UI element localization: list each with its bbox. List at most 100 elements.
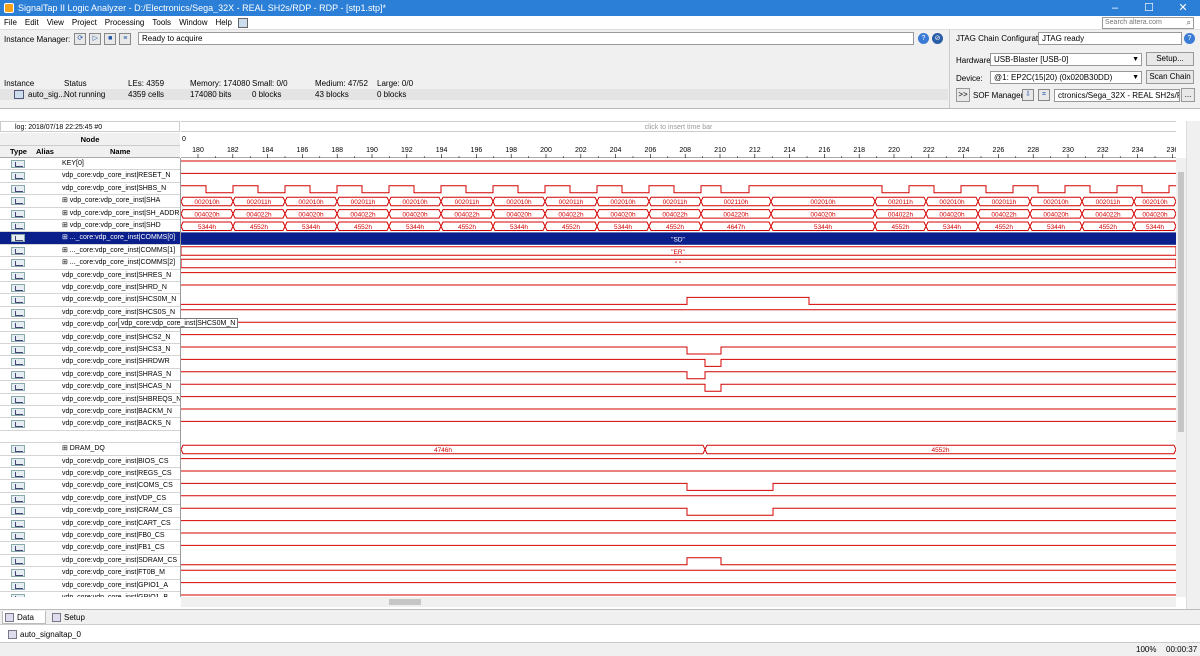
instance-row[interactable]: auto_sig... Not running 4359 cells 17408… [0,89,948,100]
scan-chain-button[interactable]: Scan Chain [1146,70,1194,84]
bus-signal-row[interactable]: ⊞ DRAM_DQ [0,443,180,456]
device-select[interactable]: @1: EP2C(15|20) (0x020B30DD) ▼ [990,71,1142,84]
bus-signal-row[interactable]: ⊞ ..._core:vdp_core_inst|COMMS[0] [0,232,180,245]
menu-view[interactable]: View [46,18,64,27]
signal-row[interactable] [0,430,180,444]
jtag-help-icon[interactable]: ? [1184,33,1195,44]
signal-row[interactable]: KEY[0] [0,158,180,171]
signal-row[interactable]: vdp_core:vdp_core_inst|SHBREQS_N [0,393,180,406]
menu-tools[interactable]: Tools [152,18,172,27]
shd-bus-segment [440,221,494,231]
setup-tab-icon [52,613,61,622]
shd-bus-segment [336,221,390,231]
tab-data[interactable]: Data [2,611,46,624]
sh-addr-bus-segment [648,209,702,219]
sof-path-field[interactable]: ctronics/Sega_32X - REAL SH2s/RDP.sof [1054,89,1180,102]
menu-project[interactable]: Project [71,18,97,27]
close-button[interactable]: ✕ [1178,2,1188,14]
sh-addr-bus-segment [492,209,546,219]
ruler-tick-label: 222 [923,147,935,154]
signal-row[interactable]: vdp_core:vdp_core_inst|REGS_CS [0,468,180,481]
signal-row[interactable]: vdp_core:vdp_core_inst|SHBS_N [0,182,180,196]
shrdwr-trace [181,358,1176,367]
stop-analysis-icon[interactable]: ■ [104,33,117,45]
sha-bus-value: 002011h [455,199,480,206]
read-data-icon[interactable]: ≡ [119,33,132,45]
help-icon[interactable]: ? [918,33,929,44]
menu-edit[interactable]: Edit [24,18,39,27]
signal-row[interactable]: vdp_core:vdp_core_inst|SDRAM_CS [0,554,180,568]
signal-row[interactable]: vdp_core:vdp_core_inst|SHCS2_N [0,331,180,344]
program-device-icon[interactable]: ⇩ [1022,89,1034,101]
sof-expand-button[interactable]: >> [956,88,970,102]
minimize-button[interactable]: – [1111,2,1119,14]
bus-signal-row[interactable]: ⊞ vdp_core:vdp_core_inst|SHD [0,220,180,233]
autorun-icon[interactable]: ⟳ [74,33,87,45]
help-topics-icon[interactable] [237,17,248,28]
attach-icon[interactable]: ⌗ [1038,89,1050,101]
ruler-tick-label: 220 [888,147,900,154]
comms0-selected-row [181,232,1176,245]
signal-row[interactable]: vdp_core:vdp_core_inst|FT0B_M [0,567,180,580]
bus-signal-row[interactable]: ⊞ vdp_core:vdp_core_inst|SH_ADDR [0,207,180,220]
waveform-hscroll[interactable] [181,597,1176,607]
status-bar: 100% 00:00:37 [0,642,1200,656]
wire-type-icon [11,296,25,305]
signal-row[interactable]: vdp_core:vdp_core_inst|SHRD_N [0,282,180,295]
info-icon[interactable]: ⊘ [932,33,943,44]
menu-file[interactable]: File [4,18,17,27]
signal-name: vdp_core:vdp_core_inst|VDP_CS [62,494,167,502]
signal-row[interactable]: vdp_core:vdp_core_inst|SHRES_N [0,269,180,282]
sh-addr-bus-segment [770,209,876,219]
bus-signal-row[interactable]: ⊞ ..._core:vdp_core_inst|COMMS[2] [0,257,180,270]
signal-row[interactable]: vdp_core:vdp_core_inst|RESET_N [0,170,180,183]
signal-name: ⊞ vdp_core:vdp_core_inst|SH_ADDR [62,209,180,217]
waveform-vscroll[interactable] [1176,158,1186,597]
signal-row[interactable]: vdp_core:vdp_core_inst|FB0_CS [0,530,180,543]
insert-time-bar[interactable]: click to insert time bar [181,121,1176,132]
signal-row[interactable]: vdp_core:vdp_core_inst|BIOS_CS [0,455,180,468]
hardware-select[interactable]: USB-Blaster [USB-0] ▼ [990,53,1142,66]
signal-row[interactable]: vdp_core:vdp_core_inst|GPIO1_A [0,579,180,592]
signal-row[interactable]: vdp_core:vdp_core_inst|CART_CS [0,517,180,530]
file-tab-auto-signaltap[interactable]: auto_signaltap_0 [6,628,86,641]
menu-processing[interactable]: Processing [104,18,145,27]
ruler-tick-label: 218 [853,147,865,154]
signal-name: vdp_core:vdp_core_inst|GPIO1_A [62,581,169,589]
tab-setup[interactable]: Setup [50,611,96,624]
bus-signal-row[interactable]: ⊞ vdp_core:vdp_core_inst|SHA [0,195,180,208]
time-ruler[interactable]: 0 180 182 184 186 188 190 192 194 196 198 200 202 204… [181,133,1191,158]
search-input[interactable]: Search altera.com ⌕ [1102,17,1194,29]
signal-row[interactable]: vdp_core:vdp_core_inst|FB1_CS [0,542,180,555]
signal-row[interactable]: vdp_core:vdp_core_inst|SHRAS_N [0,368,180,382]
signal-row[interactable]: vdp_core:vdp_core_inst|SHCS3_N [0,344,180,357]
signal-row[interactable]: vdp_core:vdp_core_inst|SHCS0S_N [0,306,180,320]
signaltap-file-icon [8,630,17,639]
signal-row[interactable]: vdp_core:vdp_core_inst|COMS_CS [0,480,180,493]
waveform-plot[interactable]: 002010h 002011h 002010h 002011h 002010h 00201… [181,158,1176,597]
wire-type-icon [11,321,25,330]
signal-row[interactable]: vdp_core:vdp_core_inst|VDP_CS [0,492,180,506]
signal-row[interactable]: vdp_core:vdp_core_inst|SHCAS_N [0,381,180,394]
signal-row[interactable]: vdp_core:vdp_core_inst|SHRDWR [0,356,180,369]
signal-name: vdp_core:vdp_core_inst|SHBS_N [62,184,167,192]
signal-name: ⊞ vdp_core:vdp_core_inst|SHA [62,197,161,205]
maximize-button[interactable]: ☐ [1144,2,1154,14]
panel-scrollbar[interactable] [1186,121,1200,610]
signal-row[interactable]: vdp_core:vdp_core_inst|GPIO1_B [0,592,180,597]
bus-type-icon [11,234,25,243]
menu-window[interactable]: Window [179,18,208,27]
signal-row[interactable]: vdp_core:vdp_core_inst|CRAM_CS [0,505,180,518]
menu-help[interactable]: Help [215,18,232,27]
setup-button[interactable]: Setup... [1146,52,1194,66]
bus-signal-row[interactable]: ⊞ ..._core:vdp_core_inst|COMMS[1] [0,244,180,258]
browse-sof-button[interactable]: ... [1181,88,1195,102]
search-icon[interactable]: ⌕ [1186,18,1191,27]
sh-addr-bus-value: 004022h [558,212,584,219]
signal-row[interactable]: vdp_core:vdp_core_inst|SHCS0M_N [0,294,180,307]
dram-dq-bus-value: 4552h [931,447,949,454]
signal-row[interactable]: vdp_core:vdp_core_inst|BACKM_N [0,406,180,419]
signal-row[interactable]: vdp_core:vdp_core_inst|BACKS_N [0,418,180,431]
run-analysis-icon[interactable]: ▷ [89,33,102,45]
signal-name: vdp_core:vdp_core_inst|REGS_CS [62,470,172,477]
